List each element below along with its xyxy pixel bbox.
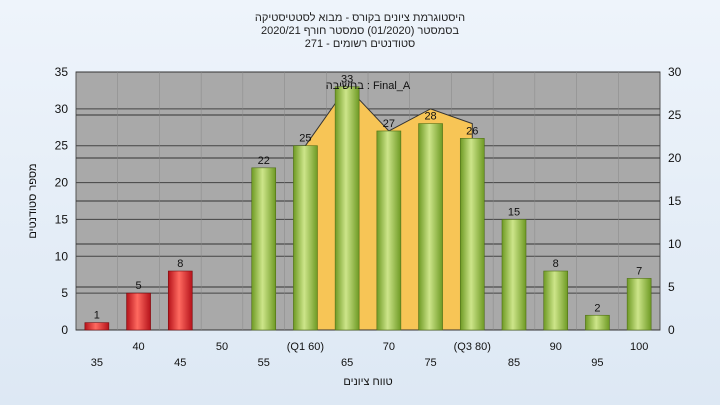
y2-tick-0: 0 bbox=[668, 323, 675, 337]
value-label-4: 22 bbox=[258, 155, 270, 167]
y-tick-5: 25 bbox=[55, 139, 69, 153]
value-label-6: 33 bbox=[341, 74, 353, 86]
y2-tick-6: 30 bbox=[668, 65, 682, 79]
y-tick-7: 35 bbox=[55, 65, 69, 79]
x-tick-12: 95 bbox=[591, 357, 603, 369]
title-line-2: בסמסטר (01/2020) סמסטר חורף 2020/21 bbox=[261, 25, 459, 37]
bar-1 bbox=[126, 292, 151, 331]
y2-tick-3: 15 bbox=[668, 194, 682, 208]
x-tick-7: 70 bbox=[383, 341, 395, 353]
value-label-11: 8 bbox=[553, 258, 559, 270]
x-tick-0: 35 bbox=[91, 357, 103, 369]
value-label-5: 25 bbox=[299, 133, 311, 145]
y-tick-3: 15 bbox=[55, 212, 69, 226]
bar-8 bbox=[418, 123, 443, 331]
y-tick-6: 30 bbox=[55, 102, 69, 116]
y2-tick-1: 5 bbox=[668, 280, 675, 294]
title-line-1: היסטוגרמת ציונים בקורס - מבוא לסטטיסטיקה bbox=[255, 11, 465, 24]
bar-5 bbox=[293, 145, 318, 331]
x-tick-10: 85 bbox=[508, 357, 520, 369]
x-axis-ticks: 35 40 45 50 55 (Q1 60) 65 70 75 (Q3 80) 85 90 95 100 bbox=[91, 341, 649, 369]
x-tick-11: 90 bbox=[550, 341, 562, 353]
x-tick-9: (Q3 80) bbox=[454, 341, 491, 353]
y2-tick-4: 20 bbox=[668, 151, 682, 165]
x-tick-5: (Q1 60) bbox=[287, 341, 324, 353]
bar-9 bbox=[459, 138, 485, 331]
y-axis-left-ticks: 0 5 10 15 20 25 30 35 bbox=[55, 65, 69, 337]
value-label-12: 2 bbox=[594, 302, 600, 314]
y-tick-4: 20 bbox=[55, 176, 69, 190]
bars bbox=[84, 86, 652, 331]
y-axis-label: מספר סטודנטים bbox=[27, 163, 39, 238]
x-tick-13: 100 bbox=[630, 341, 648, 353]
bar-10 bbox=[501, 219, 527, 331]
annotation-label: בחשיבה : Final_A bbox=[326, 80, 411, 92]
x-tick-6: 65 bbox=[341, 357, 353, 369]
x-tick-4: 55 bbox=[258, 357, 270, 369]
y2-tick-2: 10 bbox=[668, 237, 682, 251]
bar-0 bbox=[84, 322, 110, 331]
bar-6 bbox=[334, 86, 360, 331]
bar-13 bbox=[626, 278, 652, 331]
chart-title: היסטוגרמת ציונים בקורס - מבוא לסטטיסטיקה… bbox=[255, 11, 465, 50]
x-tick-8: 75 bbox=[424, 357, 436, 369]
y-tick-0: 0 bbox=[61, 323, 68, 337]
bar-2 bbox=[167, 270, 193, 331]
x-axis-label: טווח ציונים bbox=[343, 376, 392, 388]
bar-4 bbox=[251, 167, 277, 331]
value-label-2: 8 bbox=[177, 258, 183, 270]
bar-11 bbox=[543, 270, 569, 331]
value-label-10: 15 bbox=[508, 206, 520, 218]
value-label-1: 5 bbox=[136, 280, 142, 292]
x-tick-1: 40 bbox=[132, 341, 144, 353]
y-tick-1: 5 bbox=[61, 286, 68, 300]
x-tick-3: 50 bbox=[216, 341, 228, 353]
title-line-3: סטודנטים רשומים - 271 bbox=[305, 38, 416, 50]
bar-7 bbox=[376, 130, 402, 331]
value-label-7: 27 bbox=[383, 118, 395, 130]
x-tick-2: 45 bbox=[174, 357, 186, 369]
y-axis-right-ticks: 0 5 10 15 20 25 30 bbox=[668, 65, 682, 337]
y2-tick-5: 25 bbox=[668, 108, 682, 122]
value-label-8: 28 bbox=[424, 111, 436, 123]
value-label-13: 7 bbox=[636, 265, 642, 277]
value-label-0: 1 bbox=[94, 310, 100, 322]
bar-12 bbox=[585, 314, 610, 331]
y-tick-2: 10 bbox=[55, 249, 69, 263]
value-label-9: 26 bbox=[466, 125, 478, 137]
